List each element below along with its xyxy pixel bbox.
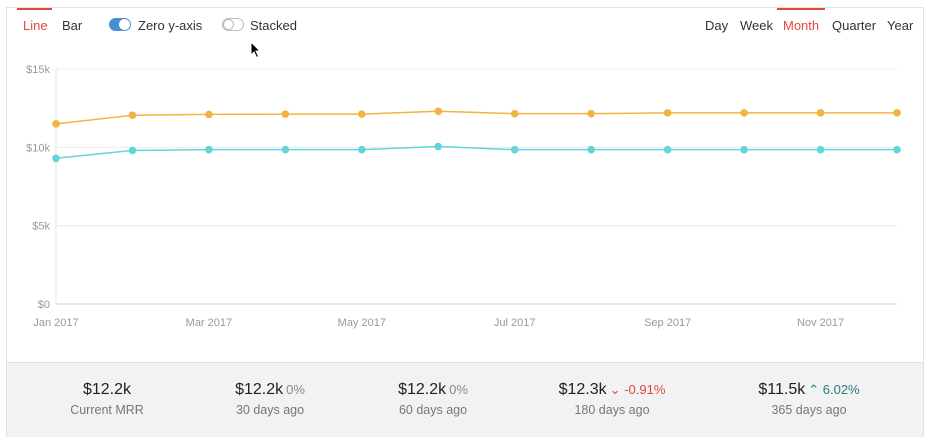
tab-line[interactable]: Line xyxy=(23,18,48,33)
stat-30-days: $12.2k 0% 30 days ago xyxy=(180,381,360,417)
chevron-down-icon: ⌄ xyxy=(609,382,621,397)
data-point xyxy=(510,145,519,154)
period-quarter[interactable]: Quarter xyxy=(832,18,877,33)
stat-180-days: $12.3k ⌄ -0.91% 180 days ago xyxy=(522,381,702,417)
zero-y-axis-label[interactable]: Zero y-axis xyxy=(138,18,203,33)
data-point xyxy=(128,146,137,155)
x-tick-label: Jul 2017 xyxy=(494,317,536,329)
data-point xyxy=(510,109,519,118)
stat-value: $12.2k xyxy=(235,381,284,398)
data-point xyxy=(358,110,366,118)
y-tick-label: $0 xyxy=(38,299,50,311)
stat-change-value: 6.02% xyxy=(822,382,860,397)
data-point xyxy=(663,145,672,154)
toggle-knob xyxy=(223,19,234,30)
data-point xyxy=(52,120,60,128)
data-point xyxy=(52,154,60,163)
stat-label: 30 days ago xyxy=(235,403,305,417)
toggle-knob xyxy=(119,19,130,30)
period-week[interactable]: Week xyxy=(740,18,773,33)
y-tick-label: $15k xyxy=(26,64,50,76)
y-tick-label: $10k xyxy=(26,142,50,154)
stat-365-days: $11.5k ⌃ 6.02% 365 days ago xyxy=(719,381,899,417)
stats-footer: $12.2k Current MRR $12.2k 0% 30 days ago … xyxy=(7,362,923,437)
zero-y-axis-toggle[interactable] xyxy=(109,18,131,31)
stat-current-mrr: $12.2k Current MRR xyxy=(17,381,197,417)
chart-toolbar: Line Bar Zero y-axis Stacked Day Week Mo… xyxy=(7,8,925,48)
period-day[interactable]: Day xyxy=(705,18,729,33)
line-tab-underline xyxy=(17,8,52,10)
data-point xyxy=(816,109,825,117)
stacked-label[interactable]: Stacked xyxy=(250,18,297,33)
stat-change: ⌃ 6.02% xyxy=(808,382,859,397)
data-point xyxy=(587,109,595,118)
data-point xyxy=(740,109,748,117)
data-point xyxy=(587,145,595,154)
data-point xyxy=(663,109,672,117)
stat-label: 60 days ago xyxy=(398,403,468,417)
data-point xyxy=(816,145,825,154)
stat-value: $11.5k xyxy=(758,381,806,398)
series-line xyxy=(55,110,897,125)
month-tab-underline xyxy=(777,8,825,10)
data-point xyxy=(358,145,366,154)
y-tick-label: $5k xyxy=(32,221,50,233)
stat-60-days: $12.2k 0% 60 days ago xyxy=(343,381,523,417)
data-point xyxy=(128,111,137,120)
stat-value: $12.2k xyxy=(398,381,447,398)
mouse-cursor-icon xyxy=(250,41,262,59)
stat-value: $12.3k xyxy=(558,381,607,398)
period-month[interactable]: Month xyxy=(783,18,820,33)
tab-bar[interactable]: Bar xyxy=(62,18,83,33)
data-point xyxy=(205,110,213,119)
x-tick-label: Mar 2017 xyxy=(186,317,232,329)
stat-change: 0% xyxy=(286,382,305,397)
data-point xyxy=(434,142,443,151)
mrr-line-chart: $0 $5k $10k $15k Jan 2017 Mar 2017 May 2017 Jul… xyxy=(26,64,901,329)
chevron-up-icon: ⌃ xyxy=(808,382,820,397)
stacked-toggle[interactable] xyxy=(222,18,244,31)
period-year[interactable]: Year xyxy=(887,18,914,33)
stat-change: 0% xyxy=(449,382,468,397)
x-tick-label: Nov 2017 xyxy=(797,317,844,329)
stat-change: ⌄ -0.91% xyxy=(610,382,666,397)
x-tick-label: Sep 2017 xyxy=(644,317,691,329)
stat-label: 180 days ago xyxy=(574,403,650,417)
data-point xyxy=(281,110,290,118)
stat-label: 365 days ago xyxy=(771,403,847,417)
data-point xyxy=(893,145,901,154)
stat-change-value: -0.91% xyxy=(624,382,666,397)
series-line xyxy=(55,145,897,160)
stat-value: $12.2k xyxy=(82,381,132,398)
data-point xyxy=(740,145,748,154)
data-point xyxy=(281,145,290,154)
mrr-chart-card: Line Bar Zero y-axis Stacked Day Week Mo… xyxy=(6,7,924,437)
x-tick-label: May 2017 xyxy=(338,317,386,329)
data-point xyxy=(205,145,213,154)
x-tick-label: Jan 2017 xyxy=(33,317,78,329)
data-point xyxy=(893,109,901,117)
stat-label: Current MRR xyxy=(70,403,144,417)
data-point xyxy=(434,107,443,116)
